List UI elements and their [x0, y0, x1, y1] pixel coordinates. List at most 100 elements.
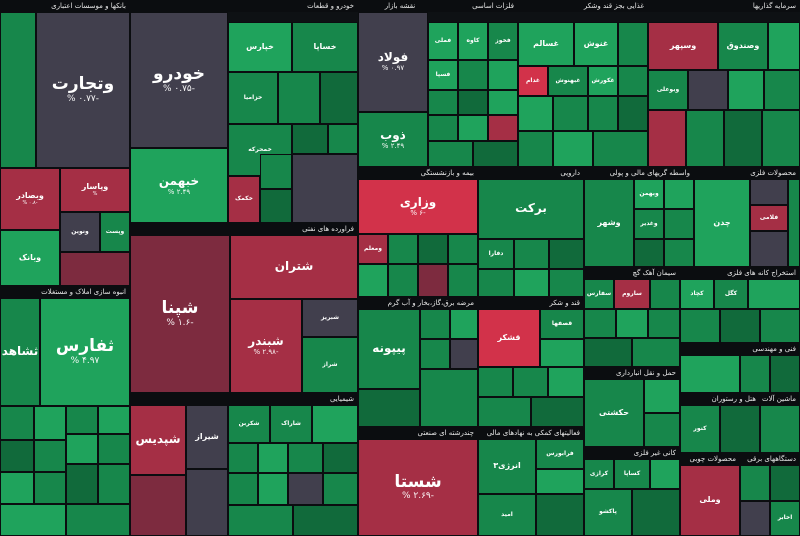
tile-vasandoq[interactable]: وصندوق — [718, 22, 768, 70]
tile-shepna[interactable]: شپنا -۱.۶ % — [130, 235, 230, 393]
tile-cm-4[interactable] — [648, 309, 680, 338]
sector-title[interactable]: قند و شکر — [478, 297, 584, 309]
tile-mm-1[interactable] — [750, 179, 788, 205]
tile-met-6[interactable] — [428, 115, 458, 141]
tile-ghdam[interactable]: غدام — [518, 66, 548, 96]
tile-vabuali[interactable]: وبوعلی — [648, 70, 688, 110]
tile-auto-3[interactable] — [320, 72, 358, 124]
tile-saroom[interactable]: ساروم — [614, 279, 650, 309]
tile-khpars[interactable]: خپارس — [228, 22, 292, 72]
sector-title[interactable]: کانی غیر فلزی — [584, 447, 680, 459]
tile-bl2[interactable] — [34, 406, 66, 440]
tile-food-8[interactable] — [553, 131, 593, 167]
sector-title[interactable]: بیمه و بازنشستگی — [358, 167, 478, 179]
tile-chem-13[interactable] — [293, 505, 358, 536]
sector-title[interactable]: دستگاههای برقی — [740, 453, 800, 465]
sector-title[interactable]: حمل و نقل انبارداری — [584, 367, 680, 379]
tile-en-3[interactable] — [770, 355, 800, 393]
tile-cm-5[interactable] — [584, 338, 632, 367]
tile-fin-3[interactable] — [634, 239, 664, 267]
tile-auto-7[interactable] — [260, 189, 292, 223]
tile-inv-5[interactable] — [648, 110, 686, 167]
tile-barekat[interactable]: برکت — [478, 179, 584, 239]
tile-shebandar[interactable]: شبندر -۲.۹۸ % — [230, 299, 302, 393]
tile-sg-5[interactable] — [478, 397, 531, 427]
tile-khodro[interactable]: خودرو -۰.۷۵ % — [130, 12, 228, 148]
tile-kerazi[interactable]: کرازی — [584, 459, 614, 489]
tile-inv-7[interactable] — [724, 110, 762, 167]
tile-om-2[interactable] — [680, 309, 720, 343]
tile-ins-5[interactable] — [388, 264, 418, 297]
tile-vaghadir[interactable]: وغدیر — [634, 209, 664, 239]
sector-title[interactable]: بانکها و موسسات اعتباری — [0, 0, 130, 12]
sector-title[interactable]: سیمان آهک گچ — [584, 267, 680, 279]
tile-vanovin[interactable]: ونوین — [60, 212, 100, 252]
tile-hakeshti[interactable]: حکشتی — [584, 379, 644, 447]
tile-chem-8[interactable] — [228, 473, 258, 505]
tile-met-4[interactable] — [458, 90, 488, 115]
sector-title[interactable]: فنی و مهندسی — [680, 343, 800, 355]
tile-chem-9[interactable] — [258, 473, 288, 505]
tile-md-6[interactable] — [358, 389, 420, 427]
tile-om-4[interactable] — [760, 309, 800, 343]
tile-tr-2[interactable] — [644, 413, 680, 447]
sector-title[interactable]: چندرشته ای صنعتی — [358, 427, 478, 439]
tile-femeli[interactable]: فملی — [428, 22, 458, 60]
tile-dfara[interactable]: دفارا — [478, 239, 514, 269]
tile-bl1[interactable] — [0, 406, 34, 440]
tile-food-2[interactable] — [618, 66, 648, 96]
tile-vamoallem[interactable]: ومعلم — [358, 234, 388, 264]
tile-vapasar[interactable]: وپاسار % — [60, 168, 130, 212]
tile-chem-5[interactable] — [258, 443, 288, 473]
sector-title[interactable]: فعالیتهای کمکی به نهادهای مالی — [478, 427, 584, 439]
tile-bl10[interactable] — [34, 472, 66, 504]
tile-vasepehr[interactable]: وسپهر — [648, 22, 718, 70]
tile-shiraz[interactable]: شیراز — [186, 405, 228, 469]
tile-mm-3[interactable] — [788, 179, 800, 267]
tile-pakshoo[interactable]: پاکشو — [584, 489, 632, 536]
tile-cm-6[interactable] — [632, 338, 680, 367]
sector-title[interactable]: شیمیایی — [130, 393, 358, 405]
sector-title[interactable]: سرمایه گذاریها — [648, 0, 800, 12]
tile-md-1[interactable] — [420, 309, 450, 339]
sector-title[interactable]: واسطه گریهای مالی و پولی — [584, 167, 694, 179]
sector-title[interactable]: انبوه سازی املاک و مستغلات — [0, 286, 130, 298]
tile-mm-2[interactable] — [750, 231, 788, 267]
sector-title[interactable]: خودرو و قطعات — [130, 0, 358, 12]
tile-inv-3[interactable] — [728, 70, 764, 110]
tile-food-3[interactable] — [518, 96, 553, 131]
tile-zob[interactable]: ذوب ۲.۴۹ % — [358, 112, 428, 167]
tile-chem-10[interactable] — [288, 473, 323, 505]
tile-chem-2[interactable] — [186, 469, 228, 536]
tile-kaveh[interactable]: کاوه — [458, 22, 488, 60]
tile-kchad[interactable]: کچاد — [680, 279, 714, 309]
tile-shebriz[interactable]: شبریز — [302, 299, 358, 337]
tile-vatejarat[interactable]: وتجارت -۰.۷۷ % — [36, 12, 130, 168]
tile-falami[interactable]: فلامی — [750, 205, 788, 231]
tile-ins-3[interactable] — [448, 234, 478, 264]
tile-auto-5[interactable] — [328, 124, 358, 154]
tile-bl8[interactable] — [98, 434, 130, 464]
tile-fin-1[interactable] — [664, 179, 694, 209]
tile-chem-11[interactable] — [323, 473, 358, 505]
tile-omid[interactable]: امید — [478, 494, 536, 536]
sector-title[interactable]: مرضه برق،گاز،بخار و آب گرم — [358, 297, 478, 309]
tile-khbahman[interactable]: خبهمن ۲.۴۹ % — [130, 148, 228, 223]
tile-ph-5[interactable] — [549, 269, 584, 297]
tile-cm-2[interactable] — [584, 309, 616, 338]
tile-en-2[interactable] — [740, 355, 770, 393]
tile-shekarbon[interactable]: شکربن — [228, 405, 270, 443]
sector-title[interactable]: ماشین آلات — [760, 393, 800, 405]
tile-cm-3[interactable] — [616, 309, 648, 338]
tile-met-9[interactable] — [428, 141, 473, 167]
tile-met-3[interactable] — [428, 90, 458, 115]
tile-khzamiya[interactable]: خزامیا — [228, 72, 278, 124]
tile-ht-1[interactable] — [720, 405, 760, 453]
tile-vazari[interactable]: وزاری -۶ % — [358, 179, 478, 234]
tile-bl14[interactable] — [66, 504, 130, 536]
tile-bl7[interactable] — [66, 434, 98, 464]
tile-cm-1[interactable] — [650, 279, 680, 309]
tile-chem-12[interactable] — [228, 505, 293, 536]
tile-el-3[interactable] — [740, 501, 770, 536]
tile-bl3[interactable] — [66, 406, 98, 434]
